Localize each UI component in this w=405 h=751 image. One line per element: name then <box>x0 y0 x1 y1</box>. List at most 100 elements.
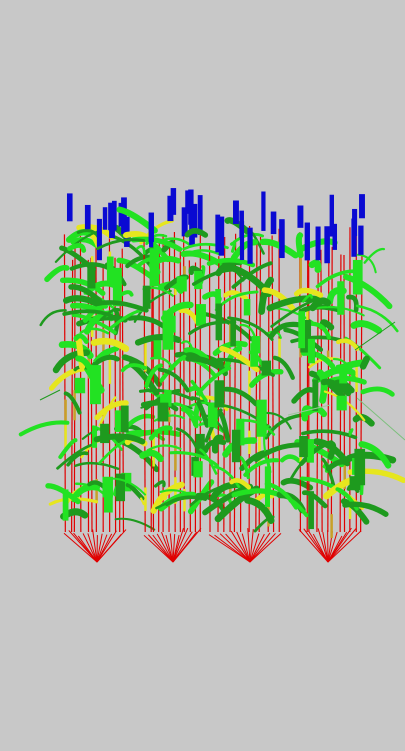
leaf-sheath <box>258 425 261 450</box>
root-line <box>172 527 189 563</box>
ear <box>261 191 266 231</box>
leaf <box>58 438 78 460</box>
root-line <box>225 533 251 563</box>
leaf <box>71 313 117 335</box>
stem <box>143 234 146 533</box>
stem <box>306 240 309 533</box>
stem-sheath <box>256 399 267 437</box>
stem-sheath <box>87 263 96 289</box>
ears <box>66 193 130 261</box>
leaf <box>202 438 227 454</box>
ear <box>324 226 330 264</box>
root-line <box>322 531 329 563</box>
leaf <box>96 238 146 250</box>
stem-sheath <box>307 439 314 463</box>
leaves <box>253 232 405 530</box>
leaf <box>336 338 360 351</box>
leaf <box>253 442 304 463</box>
leaf <box>184 228 209 238</box>
stem-sheath <box>352 259 363 295</box>
ear <box>304 222 310 261</box>
leaf <box>93 433 146 445</box>
stem-sheath <box>230 317 236 347</box>
leaf <box>180 407 199 429</box>
root-line <box>249 533 276 563</box>
leaf <box>343 273 393 310</box>
leaf <box>320 378 352 397</box>
leaf-sheath <box>174 445 177 471</box>
ear <box>188 189 194 225</box>
stem-sheath <box>298 311 305 349</box>
leaf-sheath <box>229 319 232 346</box>
ears <box>215 191 285 264</box>
root-line <box>236 531 251 563</box>
leaf <box>360 386 395 397</box>
root-line <box>214 534 251 563</box>
leaf <box>45 483 81 505</box>
stem-sheath <box>339 364 348 384</box>
leaf <box>150 481 185 514</box>
leaf <box>265 411 292 430</box>
root-line <box>96 530 117 563</box>
ear <box>358 225 364 255</box>
leaf <box>90 337 130 352</box>
ear <box>279 219 285 259</box>
leaf <box>230 239 259 262</box>
root-line <box>82 533 98 563</box>
leaf <box>293 287 324 298</box>
leaf <box>139 497 145 506</box>
leaf <box>44 264 70 283</box>
stem-sheath <box>115 473 126 502</box>
leaf-sheath <box>326 350 330 364</box>
leaf <box>185 249 222 256</box>
plot-1 <box>18 193 182 563</box>
leaf <box>213 465 241 489</box>
stem-sheath <box>102 476 113 498</box>
root-line <box>219 533 251 563</box>
root-line <box>172 527 202 563</box>
root-line <box>152 534 174 563</box>
leaf-sheath <box>306 311 309 328</box>
stem-sheath <box>195 433 205 457</box>
leaf <box>299 440 334 466</box>
root-line <box>241 533 251 563</box>
stem-sheath <box>264 489 271 507</box>
leaf <box>319 319 335 331</box>
leaf <box>350 320 383 334</box>
leaf <box>139 449 164 463</box>
ear <box>239 210 244 238</box>
ear <box>218 216 225 256</box>
leaf <box>259 238 299 259</box>
leaf-sheath <box>330 514 333 539</box>
leaf <box>308 259 322 273</box>
ear <box>66 193 73 222</box>
root-line <box>298 529 329 563</box>
leaf <box>153 480 166 488</box>
leaf <box>253 515 275 533</box>
leaf <box>148 425 173 441</box>
ear <box>247 227 253 264</box>
root-line <box>148 534 174 563</box>
stem-sheath <box>90 365 101 405</box>
leaf <box>212 340 248 357</box>
root-line <box>312 533 329 563</box>
leaf <box>301 350 336 369</box>
ear <box>270 211 277 235</box>
stem-sheath <box>195 304 206 326</box>
leaf-sheath <box>64 399 67 421</box>
root-line <box>165 534 174 563</box>
stray-leaf <box>39 389 61 401</box>
stem-sheath <box>142 285 151 309</box>
leaf <box>320 367 356 381</box>
leaf-sheath <box>343 457 347 490</box>
leaf <box>211 434 224 454</box>
ear <box>181 207 188 237</box>
leaf <box>39 309 67 327</box>
leaf <box>56 443 94 470</box>
roots <box>298 527 362 563</box>
leaf <box>223 386 259 407</box>
root-line <box>327 531 338 563</box>
root-line <box>96 534 108 563</box>
stem-sheath <box>104 488 113 513</box>
